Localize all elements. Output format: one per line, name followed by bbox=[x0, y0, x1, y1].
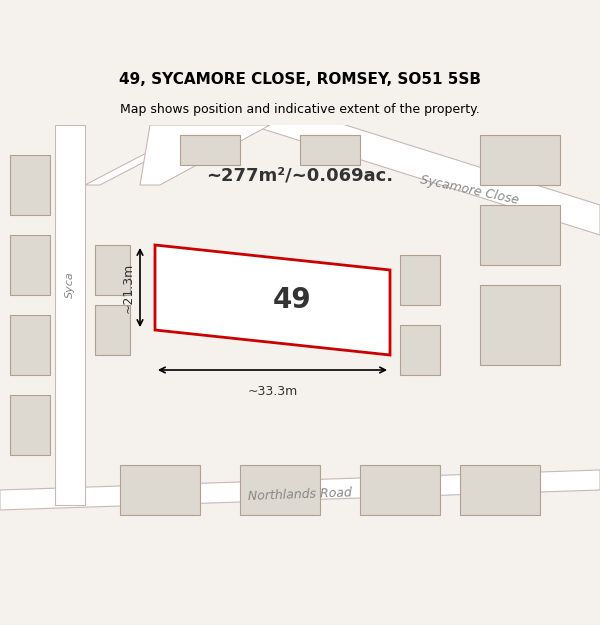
Polygon shape bbox=[250, 95, 600, 235]
Polygon shape bbox=[180, 135, 240, 165]
Polygon shape bbox=[460, 465, 540, 515]
Polygon shape bbox=[155, 245, 390, 355]
Polygon shape bbox=[95, 305, 130, 355]
Polygon shape bbox=[480, 205, 560, 265]
Polygon shape bbox=[360, 465, 440, 515]
Text: 49: 49 bbox=[273, 286, 312, 314]
Text: 49, SYCAMORE CLOSE, ROMSEY, SO51 5SB: 49, SYCAMORE CLOSE, ROMSEY, SO51 5SB bbox=[119, 72, 481, 88]
Text: Syca: Syca bbox=[65, 272, 75, 298]
Polygon shape bbox=[120, 465, 200, 515]
Polygon shape bbox=[140, 125, 270, 185]
Polygon shape bbox=[240, 465, 320, 515]
Text: ~21.3m: ~21.3m bbox=[122, 262, 135, 312]
Polygon shape bbox=[480, 135, 560, 185]
Polygon shape bbox=[400, 255, 440, 305]
Text: ~277m²/~0.069ac.: ~277m²/~0.069ac. bbox=[206, 166, 394, 184]
Text: ~33.3m: ~33.3m bbox=[247, 385, 298, 398]
Polygon shape bbox=[480, 285, 560, 365]
Polygon shape bbox=[10, 395, 50, 455]
Text: Contains OS data © Crown copyright and database right 2021. This information is : Contains OS data © Crown copyright and d… bbox=[12, 150, 574, 180]
Polygon shape bbox=[95, 245, 130, 295]
Polygon shape bbox=[10, 155, 50, 215]
Text: Northlands Road: Northlands Road bbox=[248, 487, 352, 503]
Polygon shape bbox=[10, 315, 50, 375]
Polygon shape bbox=[55, 125, 85, 505]
Polygon shape bbox=[0, 470, 600, 510]
Polygon shape bbox=[300, 135, 360, 165]
Text: Sycamore Close: Sycamore Close bbox=[419, 173, 521, 207]
Polygon shape bbox=[10, 235, 50, 295]
Polygon shape bbox=[400, 325, 440, 375]
Text: Map shows position and indicative extent of the property.: Map shows position and indicative extent… bbox=[120, 104, 480, 116]
Polygon shape bbox=[85, 125, 215, 185]
